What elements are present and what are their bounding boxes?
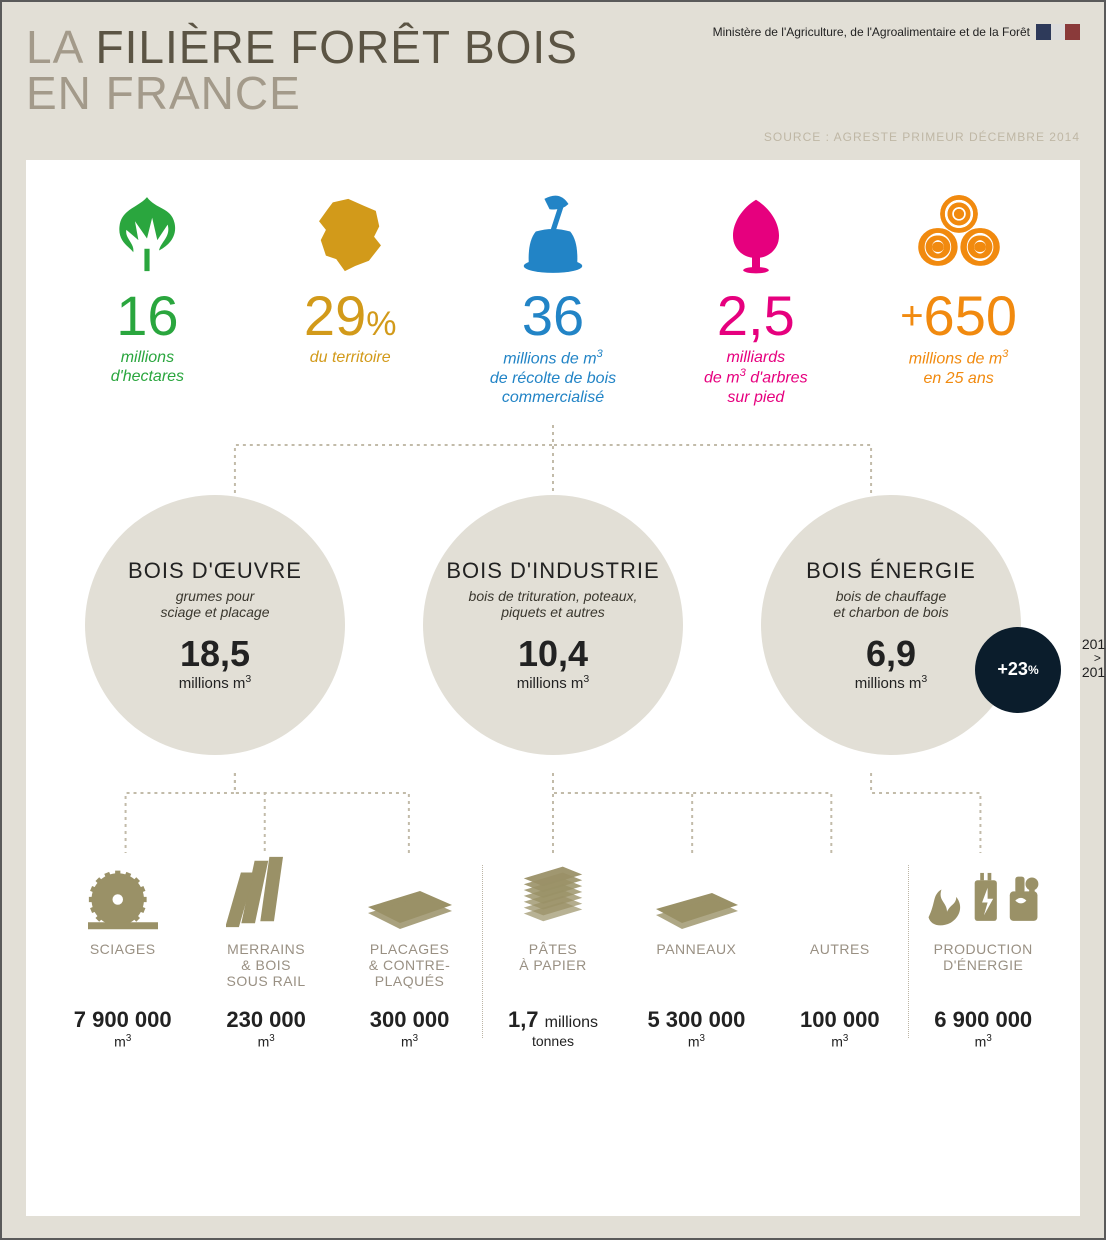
stat-logs: +650 millions de m3en 25 ans	[867, 190, 1050, 407]
ministry-label: Ministère de l'Agriculture, de l'Agroali…	[713, 24, 1080, 40]
circles-row: BOIS D'ŒUVRE grumes poursciage et placag…	[56, 495, 1050, 755]
autres-icon	[773, 853, 906, 931]
title-line-2: EN FRANCE	[26, 66, 1080, 120]
output-value: 230 000	[199, 1007, 332, 1033]
leaf-icon	[56, 190, 239, 280]
output-unit: tonnes	[486, 1033, 619, 1049]
output-value: 5 300 000	[630, 1007, 763, 1033]
stat-leaf: 16 millionsd'hectares	[56, 190, 239, 407]
stat-label: millions de m3de récolte de boiscommerci…	[462, 348, 645, 407]
output-saw: SCIAGES 7 900 000 m3	[56, 853, 189, 1050]
output-value: 300 000	[343, 1007, 476, 1033]
circle-subtitle: bois de trituration, poteaux,piquets et …	[469, 588, 638, 622]
output-autres: AUTRES 100 000 m3	[773, 853, 906, 1050]
circle-value: 10,4	[518, 633, 588, 675]
stat-label: milliardsde m3 d'arbressur pied	[664, 348, 847, 407]
output-title: SCIAGES	[56, 941, 189, 993]
circle-unit: millions m3	[517, 673, 590, 692]
output-sheets: PLACAGES& CONTRE-PLAQUÉS 300 000 m3	[343, 853, 476, 1050]
output-unit: m3	[56, 1033, 189, 1050]
energy-icon	[917, 853, 1050, 931]
circle-unit: millions m3	[855, 673, 928, 692]
panel-icon	[630, 853, 763, 931]
output-value: 6 900 000	[917, 1007, 1050, 1033]
connector-top	[56, 425, 1050, 495]
source-label: SOURCE : AGRESTE PRIMEUR DÉCEMBRE 2014	[764, 130, 1080, 144]
stat-axe: 36 millions de m3de récolte de boiscomme…	[462, 190, 645, 407]
circle-value: 6,9	[866, 633, 916, 675]
output-title: MERRAINS& BOISSOUS RAIL	[199, 941, 332, 993]
circle-2: BOIS ÉNERGIE bois de chauffageet charbon…	[761, 495, 1021, 755]
stat-value: 2,5	[664, 288, 847, 344]
connector-bottom	[56, 773, 1050, 853]
flag-icon	[1036, 24, 1080, 40]
output-unit: m3	[343, 1033, 476, 1050]
growth-years: 2012>2013	[1082, 637, 1106, 681]
output-planks: MERRAINS& BOISSOUS RAIL 230 000 m3	[199, 853, 332, 1050]
saw-icon	[56, 853, 189, 931]
output-energy: PRODUCTIOND'ÉNERGIE 6 900 000 m3	[917, 853, 1050, 1050]
output-panel: PANNEAUX 5 300 000 m3	[630, 853, 763, 1050]
circle-value: 18,5	[180, 633, 250, 675]
output-value: 100 000	[773, 1007, 906, 1033]
output-paper: PÂTESÀ PAPIER 1,7 millions tonnes	[486, 853, 619, 1050]
output-unit: m3	[917, 1033, 1050, 1050]
stat-value: +650	[867, 288, 1050, 344]
circle-title: BOIS ÉNERGIE	[806, 558, 976, 584]
circle-subtitle: bois de chauffageet charbon de bois	[833, 588, 948, 622]
ministry-text: Ministère de l'Agriculture, de l'Agroali…	[713, 25, 1030, 39]
tree-icon	[664, 190, 847, 280]
circle-0: BOIS D'ŒUVRE grumes poursciage et placag…	[85, 495, 345, 755]
stat-france: 29% du territoire	[259, 190, 442, 407]
logs-icon	[867, 190, 1050, 280]
infographic-frame: LA FILIÈRE FORÊT BOIS EN FRANCE Ministèr…	[0, 0, 1106, 1240]
stat-value: 36	[462, 288, 645, 344]
france-icon	[259, 190, 442, 280]
stat-label: millionsd'hectares	[56, 348, 239, 386]
axe-icon	[462, 190, 645, 280]
stats-row: 16 millionsd'hectares 29% du territoire …	[56, 190, 1050, 407]
output-title: PLACAGES& CONTRE-PLAQUÉS	[343, 941, 476, 993]
paper-icon	[486, 853, 619, 931]
output-value: 1,7 millions	[486, 1007, 619, 1033]
stat-value: 16	[56, 288, 239, 344]
output-unit: m3	[630, 1033, 763, 1050]
circle-1: BOIS D'INDUSTRIE bois de trituration, po…	[423, 495, 683, 755]
output-title: AUTRES	[773, 941, 906, 993]
circle-title: BOIS D'ŒUVRE	[128, 558, 302, 584]
output-title: PÂTESÀ PAPIER	[486, 941, 619, 993]
growth-badge: +23%	[975, 627, 1061, 713]
stat-label: millions de m3en 25 ans	[867, 348, 1050, 388]
output-unit: m3	[773, 1033, 906, 1050]
stat-value: 29%	[259, 288, 442, 344]
main-panel: 16 millionsd'hectares 29% du territoire …	[26, 160, 1080, 1216]
output-title: PRODUCTIOND'ÉNERGIE	[917, 941, 1050, 993]
circle-title: BOIS D'INDUSTRIE	[446, 558, 659, 584]
output-title: PANNEAUX	[630, 941, 763, 993]
output-unit: m3	[199, 1033, 332, 1050]
circle-subtitle: grumes poursciage et placage	[161, 588, 270, 622]
circle-unit: millions m3	[179, 673, 252, 692]
outputs-row: SCIAGES 7 900 000 m3 MERRAINS& BOISSOUS …	[56, 853, 1050, 1050]
stat-tree: 2,5 milliardsde m3 d'arbressur pied	[664, 190, 847, 407]
planks-icon	[199, 853, 332, 931]
stat-label: du territoire	[259, 348, 442, 367]
output-value: 7 900 000	[56, 1007, 189, 1033]
sheets-icon	[343, 853, 476, 931]
output-divider	[482, 865, 483, 1038]
output-divider	[908, 865, 909, 1038]
header: LA FILIÈRE FORÊT BOIS EN FRANCE Ministèr…	[26, 20, 1080, 150]
